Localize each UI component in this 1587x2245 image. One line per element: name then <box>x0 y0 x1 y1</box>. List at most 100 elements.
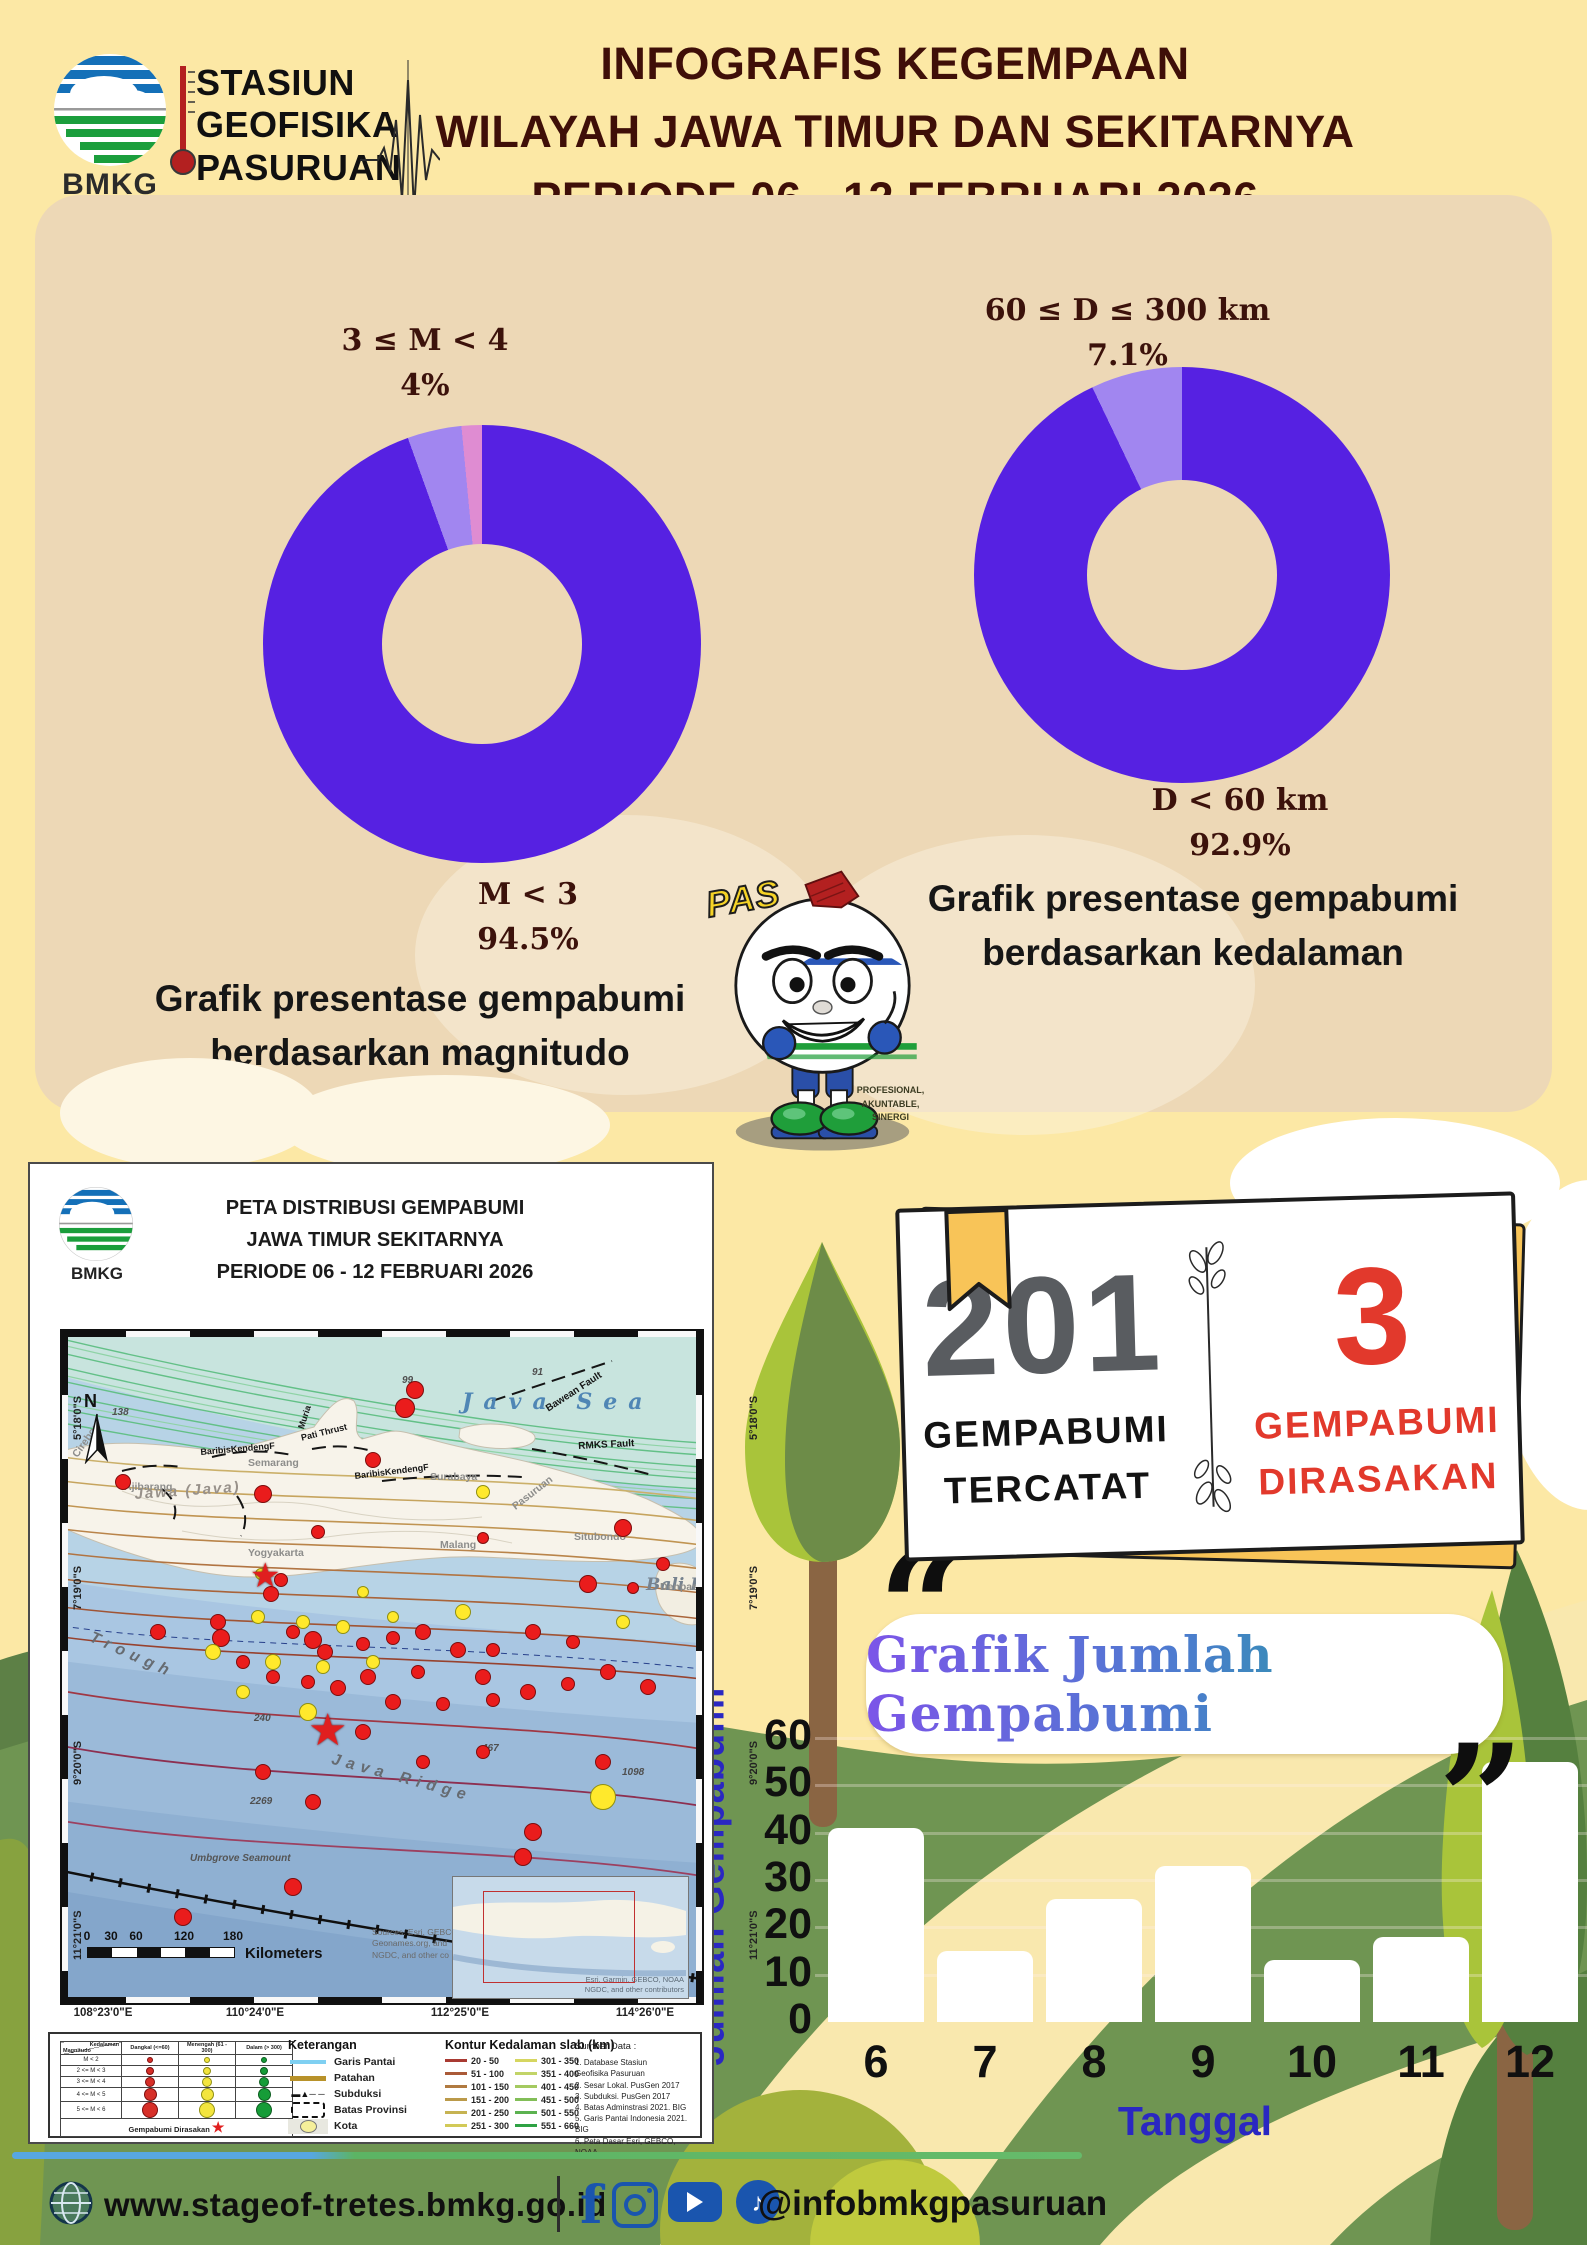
map-label: Bali B <box>646 1575 704 1595</box>
map-label: Semarang <box>248 1457 299 1469</box>
epicenter-red <box>525 1624 541 1640</box>
latitude-label: 7°19'0"S <box>72 1565 84 1610</box>
recorded-count: 201 <box>919 1244 1167 1406</box>
kontur-item: 451 - 500 <box>515 2093 579 2106</box>
epicenter-yellow <box>265 1654 281 1670</box>
bmkg-logo <box>54 54 166 166</box>
footer-separator <box>557 2176 560 2232</box>
epicenter-red <box>627 1582 639 1594</box>
footer-divider-line <box>12 2152 1082 2159</box>
magnitude-donut-chart <box>263 425 701 863</box>
earthquake-map-card: BMKG PETA DISTRIBUSI GEMPABUMI JAWA TIMUR… <box>28 1162 760 2157</box>
website-link[interactable]: www.stageof-tretes.bmkg.go.id <box>104 2186 607 2223</box>
kontur-item: 501 - 550 <box>515 2106 579 2119</box>
epicenter-red <box>304 1631 322 1649</box>
epicenter-red <box>475 1669 491 1685</box>
felt-earthquake-star: ★ <box>308 1706 348 1755</box>
map-label: 1098 <box>622 1767 645 1778</box>
epicenter-red <box>395 1398 415 1418</box>
map-sources: Sources: Esri, GEBCO, Geonames.org, and NG… <box>372 1927 461 1960</box>
epicenter-red <box>406 1381 424 1399</box>
epicenter-red <box>150 1624 166 1640</box>
epicenter-yellow <box>476 1485 490 1499</box>
instagram-icon[interactable] <box>612 2182 658 2228</box>
social-handle: @infobmkgpasuruan <box>758 2184 1108 2223</box>
inset-map: Esri, Garmin, GEBCO, NOAA NGDC, and other… <box>452 1876 689 1999</box>
epicenter-red <box>640 1679 656 1695</box>
map-title: PETA DISTRIBUSI GEMPABUMI JAWA TIMUR SEKI… <box>216 1197 534 1283</box>
epicenter-yellow <box>205 1644 221 1660</box>
chart-title-pill: Grafik Jumlah Gempabumi <box>866 1614 1503 1754</box>
epicenter-red <box>416 1755 430 1769</box>
map-frame: N ★ ★ Java Sea Jawa (Java) Bali B Trough Java… <box>60 1329 704 2005</box>
epicenter-red <box>236 1655 250 1669</box>
epicenter-red <box>274 1573 288 1587</box>
magnitude-caption: Grafik presentase gempabumi berdasarkan m… <box>154 978 686 1073</box>
tiktok-icon[interactable]: ♪ <box>736 2180 780 2224</box>
epicenter-yellow <box>316 1660 330 1674</box>
felt-count: 3 <box>1331 1237 1417 1395</box>
epicenter-red <box>355 1724 371 1740</box>
cloud <box>60 1058 320 1168</box>
epicenter-red <box>486 1693 500 1707</box>
epicenter-red <box>415 1624 431 1640</box>
epicenter-red <box>514 1848 532 1866</box>
epicenter-red <box>595 1754 611 1770</box>
map-label: Surabaya <box>430 1471 478 1483</box>
legend-sources: Sumber Data : 1. Database Stasiun Geofis… <box>575 2041 688 2157</box>
longitude-label: 114°26'0"E <box>615 2007 675 2019</box>
kontur-item: 251 - 300 <box>445 2119 509 2132</box>
depth-slice-label: 60 ≤ D ≤ 300 km 7.1% <box>984 293 1271 373</box>
epicenter-red <box>566 1635 580 1649</box>
epicenter-red <box>305 1794 321 1810</box>
magnitude-depth-table: Kedalaman Magnitudo Dangkal (<=60) Menengah… <box>60 2041 293 2137</box>
epicenter-red <box>450 1642 466 1658</box>
epicenter-red <box>330 1680 346 1696</box>
longitude-label: 110°24'0"E <box>225 2007 285 2019</box>
legend-keterangan: Keterangan Garis Pantai Patahan ▬▲─ ─ Sub… <box>288 2038 407 2134</box>
epicenter-yellow <box>299 1703 317 1721</box>
kontur-item: 20 - 50 <box>445 2054 509 2067</box>
epicenter-red <box>476 1745 490 1759</box>
youtube-icon[interactable] <box>668 2182 722 2222</box>
leaf-divider <box>1188 1240 1232 1512</box>
epicenter-red <box>301 1675 315 1689</box>
kontur-item: 301 - 350 <box>515 2054 579 2067</box>
epicenter-red <box>385 1694 401 1710</box>
mascot: PAS PROFESIONAL, AKUNTABLE, SINERGI <box>700 852 945 1157</box>
map-label: Situbondo <box>574 1531 626 1543</box>
map-label: 2269 <box>250 1796 273 1807</box>
depth-caption: Grafik presentase gempabumi berdasarkan k… <box>927 878 1459 973</box>
epicenter-red <box>614 1519 632 1537</box>
epicenter-red <box>356 1637 370 1651</box>
mascot-motto: PROFESIONAL, AKUNTABLE, SINERGI <box>856 1085 925 1122</box>
epicenter-yellow <box>357 1586 369 1598</box>
stats-card: 201 GEMPABUMI TERCATAT 3 GEMPABUMI DIRASAK… <box>895 1191 1525 1562</box>
map-legend: Kedalaman Magnitudo Dangkal (<=60) Menengah… <box>48 2032 702 2157</box>
latitude-label: 7°19'0"S <box>748 1565 760 1610</box>
epicenter-red <box>212 1629 230 1647</box>
epicenter-red <box>524 1823 542 1841</box>
map-logo-text: BMKG <box>71 1264 123 1283</box>
cloud <box>280 1075 610 1175</box>
mag-main-label: M < 3 94.5% <box>477 877 579 957</box>
map-label: 240 <box>254 1713 271 1724</box>
kontur-item: 151 - 200 <box>445 2093 509 2106</box>
facebook-icon[interactable]: f <box>580 2175 603 2236</box>
legend-kontur: Kontur Kedalaman slab (km) 20 - 50 51 - 1… <box>445 2038 615 2132</box>
epicenter-red <box>365 1452 381 1468</box>
bookmark-ribbon-icon <box>944 1207 1012 1312</box>
scale-tick: 60 <box>129 1929 143 1943</box>
epicenter-red <box>266 1670 280 1684</box>
map-label: 467 <box>482 1743 499 1754</box>
mascot-figure <box>700 870 945 1151</box>
map-label: 138 <box>112 1407 129 1418</box>
epicenter-yellow <box>251 1610 265 1624</box>
seismogram-icon <box>360 60 440 220</box>
map-label: Java Sea <box>462 1389 654 1415</box>
epicenter-red <box>255 1764 271 1780</box>
map-label: 99 <box>402 1375 414 1386</box>
epicenter-red <box>579 1575 597 1593</box>
thermometer-icon <box>170 66 196 175</box>
tree <box>745 1242 900 1827</box>
